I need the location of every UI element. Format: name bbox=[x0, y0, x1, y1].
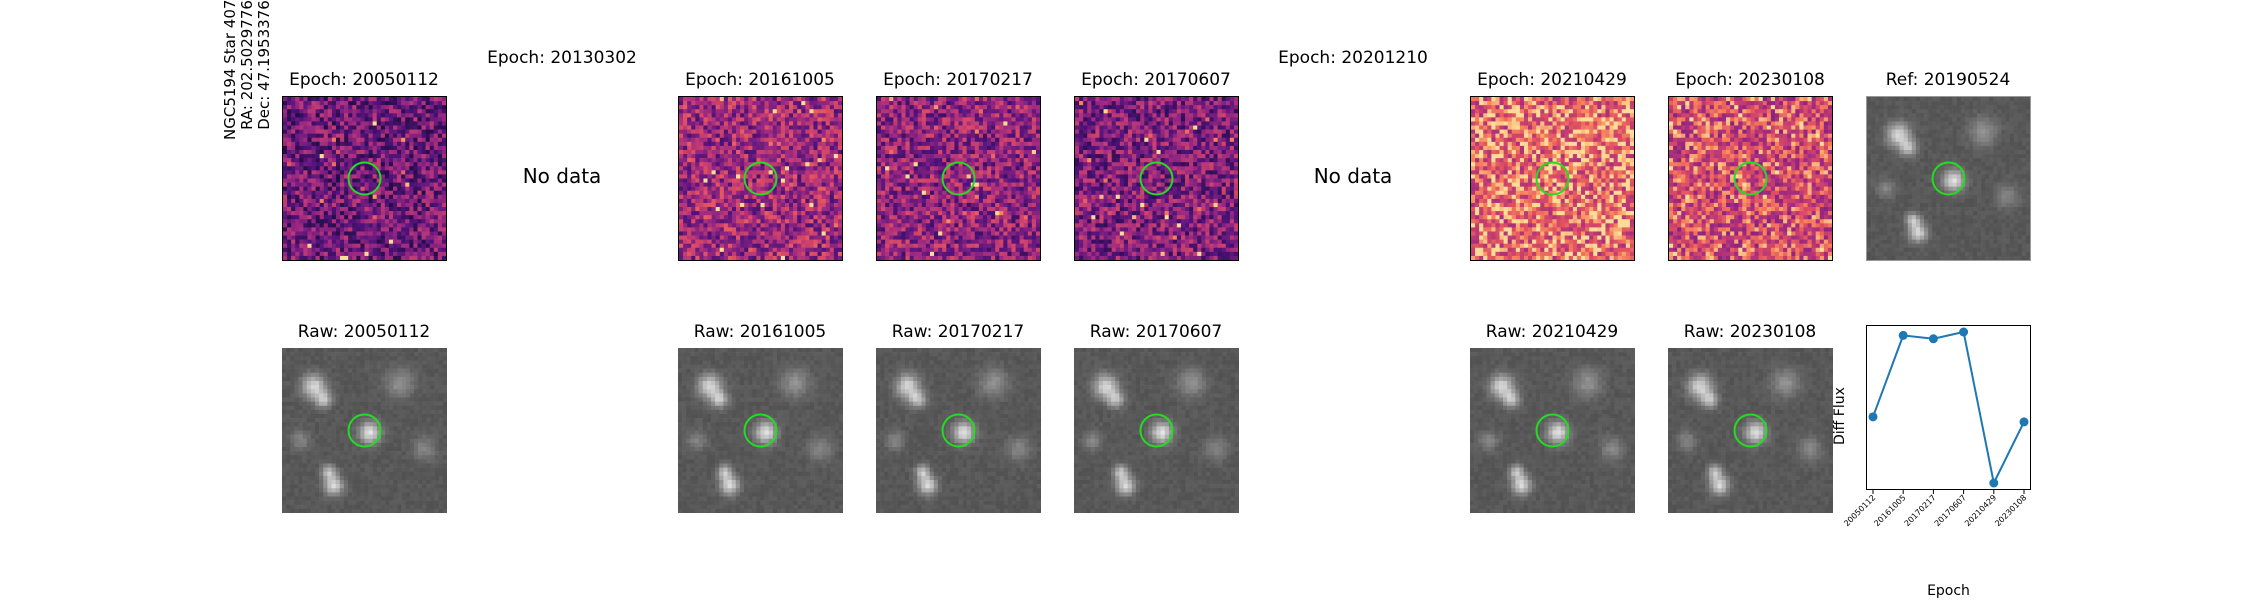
panel-title-epoch-2: Epoch: 20130302 bbox=[432, 48, 692, 68]
raw-image-1 bbox=[282, 348, 447, 513]
aperture-circle bbox=[1139, 413, 1174, 448]
data-point-20170607 bbox=[1959, 327, 1969, 337]
x-tick-label-20161005: 20161005 bbox=[1872, 493, 1907, 528]
panel-title-epoch-4: Epoch: 20170217 bbox=[828, 70, 1088, 90]
raw-image-6 bbox=[1668, 348, 1833, 513]
aperture-circle bbox=[743, 413, 778, 448]
light-curve-svg: 2005011220161005201702172017060720210429… bbox=[1842, 325, 2031, 528]
aperture-circle bbox=[1733, 413, 1768, 448]
raw-image-4 bbox=[1074, 348, 1239, 513]
chart-frame bbox=[1866, 325, 2031, 490]
aperture-circle bbox=[1535, 161, 1570, 196]
data-point-20230108 bbox=[2019, 417, 2029, 427]
x-tick-label-20170607: 20170607 bbox=[1933, 493, 1968, 528]
diff-image-epoch-8 bbox=[1668, 96, 1833, 261]
panel-title-reference: Ref: 20190524 bbox=[1818, 70, 2078, 90]
raw-image-3 bbox=[876, 348, 1041, 513]
aperture-circle bbox=[743, 161, 778, 196]
raw-title-4: Raw: 20170607 bbox=[1026, 322, 1286, 342]
light-curve-chart: 20050112 20161005 20170217 20170607 20210429… bbox=[1842, 325, 2031, 528]
aperture-circle bbox=[347, 413, 382, 448]
raw-title-5: Raw: 20210429 bbox=[1422, 322, 1682, 342]
diff-flux-line bbox=[1872, 330, 2025, 487]
aperture-circle bbox=[1535, 413, 1570, 448]
no-data-epoch-6: No data bbox=[1253, 164, 1453, 188]
panel-title-epoch-7: Epoch: 20210429 bbox=[1422, 70, 1682, 90]
raw-image-5 bbox=[1470, 348, 1635, 513]
panel-title-epoch-5: Epoch: 20170607 bbox=[1026, 70, 1286, 90]
x-axis-label: Epoch bbox=[1866, 583, 2031, 599]
raw-title-3: Raw: 20170217 bbox=[828, 322, 1088, 342]
x-tick-label-20050112: 20050112 bbox=[1842, 493, 1877, 528]
panel-title-epoch-1: Epoch: 20050112 bbox=[234, 70, 494, 90]
panel-title-epoch-6: Epoch: 20201210 bbox=[1223, 48, 1483, 68]
data-point-20161005 bbox=[1898, 330, 1908, 340]
raw-image-2 bbox=[678, 348, 843, 513]
aperture-circle bbox=[1139, 161, 1174, 196]
raw-title-1: Raw: 20050112 bbox=[234, 322, 494, 342]
data-point-20210429 bbox=[1989, 478, 1999, 488]
diff-image-epoch-1 bbox=[282, 96, 447, 261]
aperture-circle bbox=[941, 413, 976, 448]
data-point-20170217 bbox=[1928, 334, 1938, 344]
aperture-circle bbox=[1733, 161, 1768, 196]
aperture-circle bbox=[941, 161, 976, 196]
no-data-epoch-2: No data bbox=[462, 164, 662, 188]
panel-title-epoch-3: Epoch: 20161005 bbox=[630, 70, 890, 90]
diff-image-epoch-3 bbox=[678, 96, 843, 261]
aperture-circle bbox=[1931, 161, 1966, 196]
diff-image-epoch-7 bbox=[1470, 96, 1635, 261]
x-tick-label-20210429: 20210429 bbox=[1963, 493, 1998, 528]
x-tick-label-20230108: 20230108 bbox=[1993, 493, 2028, 528]
aperture-circle bbox=[347, 161, 382, 196]
diff-image-epoch-5 bbox=[1074, 96, 1239, 261]
raw-title-2: Raw: 20161005 bbox=[630, 322, 890, 342]
diff-image-epoch-4 bbox=[876, 96, 1041, 261]
panel-title-epoch-8: Epoch: 20230108 bbox=[1620, 70, 1880, 90]
x-tick-label-20170217: 20170217 bbox=[1903, 493, 1938, 528]
raw-title-6: Raw: 20230108 bbox=[1620, 322, 1880, 342]
reference-image bbox=[1866, 96, 2031, 261]
data-point-20050112 bbox=[1868, 412, 1878, 422]
y-axis-label: Diff Flux bbox=[1832, 387, 1848, 445]
